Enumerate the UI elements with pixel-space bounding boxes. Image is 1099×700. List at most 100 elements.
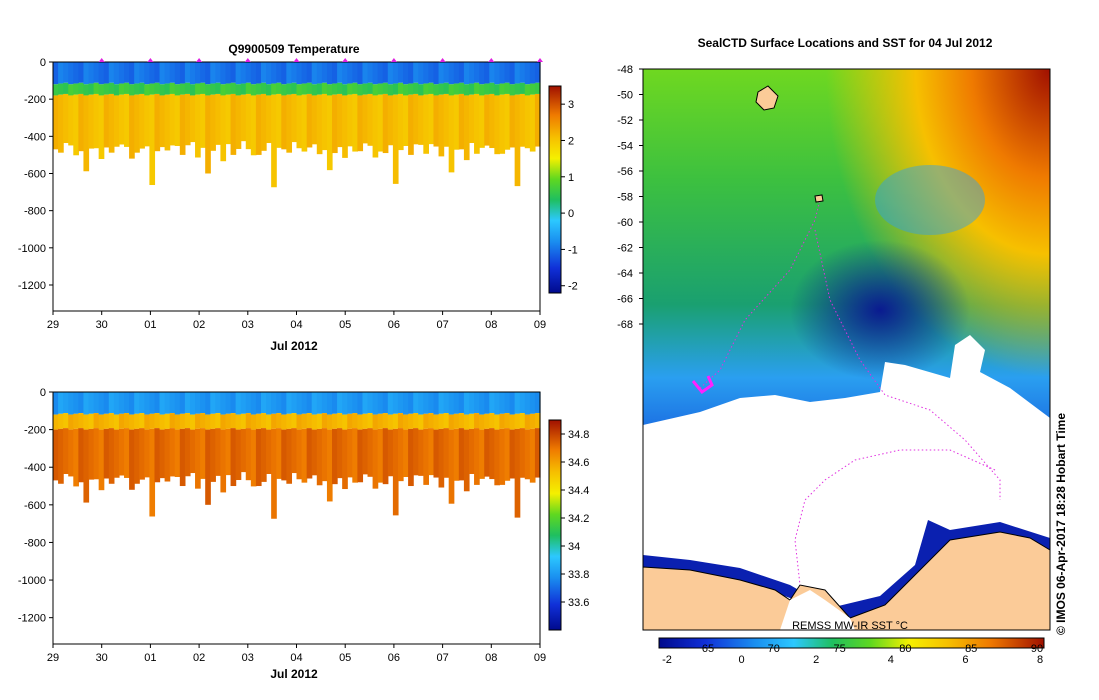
x-tick-label: 06 [388, 319, 400, 331]
section-cell [342, 429, 348, 490]
section-cell [316, 83, 323, 95]
section-cell [377, 428, 384, 483]
section-cell [195, 83, 201, 95]
section-cell [215, 93, 221, 145]
section-cell [124, 62, 130, 83]
section-cell [301, 392, 308, 414]
section-cell [433, 95, 440, 147]
section-cell [113, 84, 120, 96]
section-cell [276, 62, 282, 83]
section-cell [78, 82, 85, 94]
y-tick-label: -1200 [18, 613, 46, 625]
section-cell [174, 392, 181, 415]
section-cell [260, 392, 267, 414]
profile-marker [244, 58, 251, 62]
section-cell [184, 93, 191, 146]
section-cell [215, 62, 221, 83]
x-tick-label: 04 [290, 652, 302, 664]
section-cell [291, 82, 298, 94]
section-cell [311, 84, 318, 96]
section-cell [225, 83, 232, 95]
section-cell [372, 414, 379, 430]
map-y-tick-label: -48 [617, 64, 633, 76]
section-cell [499, 83, 506, 95]
section-cell [443, 392, 450, 414]
section-cell [504, 62, 511, 83]
section-cell [433, 414, 440, 430]
section-cell [306, 93, 313, 148]
section-cell [468, 392, 475, 414]
section-cell [443, 82, 450, 94]
x-tick-label: 30 [96, 652, 108, 664]
section-cell [494, 84, 501, 96]
section-cell [88, 62, 95, 84]
section-cell [179, 413, 186, 429]
section-cell [189, 414, 196, 430]
section-cell [423, 392, 429, 414]
map-y-tick-label: -64 [617, 268, 633, 280]
section-cell [301, 413, 308, 429]
section-cell [250, 429, 257, 487]
y-tick-label: -1200 [18, 280, 46, 292]
section-cell [124, 392, 130, 414]
section-cell [433, 84, 440, 96]
section-cell [144, 84, 150, 96]
section-cell [291, 428, 298, 474]
section-cell [164, 83, 171, 95]
section-cell [184, 413, 191, 429]
section-cell [286, 428, 293, 484]
section-cell [63, 82, 69, 94]
section-cell [458, 82, 465, 94]
section-cell [276, 82, 282, 94]
section-cell [281, 84, 287, 96]
section-cell [179, 62, 186, 84]
section-cell [118, 392, 125, 414]
section-cell [276, 392, 282, 414]
section-cell [118, 83, 125, 95]
section-cell [108, 392, 115, 414]
section-cell [494, 62, 501, 85]
section-cell [296, 429, 303, 480]
section-cell [321, 62, 328, 83]
y-tick-label: -800 [24, 537, 46, 549]
x-tick-label: 04 [290, 319, 302, 331]
section-cell [245, 428, 252, 481]
x-tick-label: 09 [534, 319, 546, 331]
section-cell [392, 62, 399, 84]
section-cell [438, 94, 445, 157]
section-cell [184, 82, 191, 94]
section-cell [235, 392, 242, 415]
section-cell [189, 392, 196, 415]
y-tick-label: -400 [24, 462, 46, 474]
section-cell [266, 62, 272, 85]
section-cell [63, 93, 69, 144]
y-tick-label: 0 [40, 57, 46, 69]
section-cell [108, 93, 115, 153]
x-tick-label: 01 [144, 652, 156, 664]
section-cell [484, 94, 490, 146]
section-cell [397, 82, 404, 94]
section-cell [164, 428, 171, 482]
map-y-tick-label: -54 [617, 141, 633, 153]
section-cell [448, 84, 455, 96]
section-cell [448, 414, 455, 430]
x-tick-label: 03 [242, 319, 254, 331]
section-cell [154, 428, 161, 483]
section-cell [205, 95, 211, 174]
seal-track-2 [794, 449, 996, 586]
section-cell [250, 392, 257, 415]
x-tick-label: 05 [339, 319, 351, 331]
section-cell [296, 414, 303, 430]
section-cell [387, 429, 394, 477]
section-cell [174, 62, 181, 85]
section-cell [103, 413, 110, 429]
island-heard [755, 85, 779, 111]
section-cell [397, 392, 404, 414]
section-cell [372, 392, 379, 415]
section-cell [494, 392, 501, 415]
section-cell [281, 95, 287, 150]
section-cell [205, 414, 211, 430]
section-cell [377, 413, 384, 429]
section-cell [98, 429, 105, 491]
section-cell [387, 414, 394, 430]
